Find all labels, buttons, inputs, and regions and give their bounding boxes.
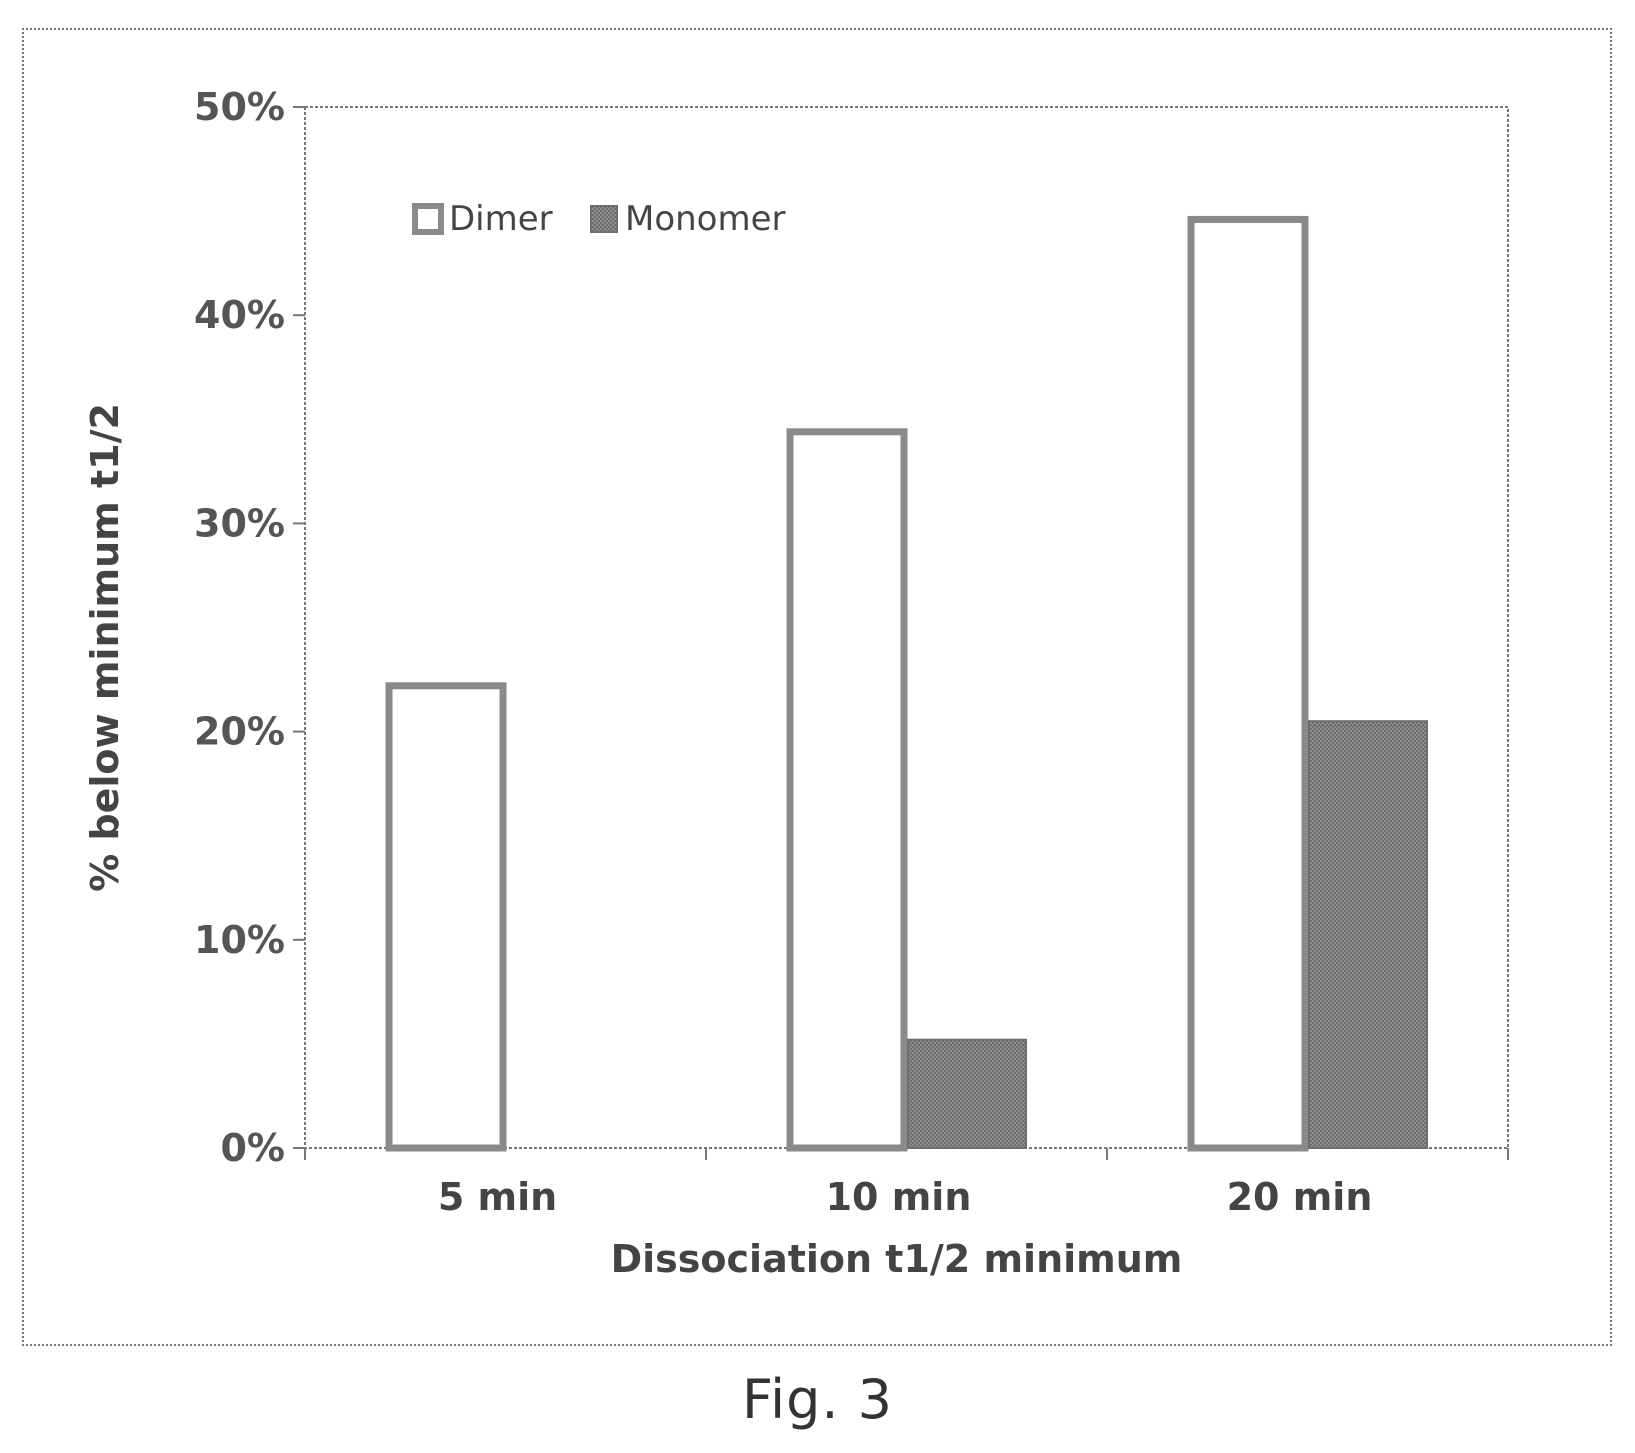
bar-chart: 0% 10% 20% 30% 40% 50% 5 min 10 min 20 min Dime… [83, 85, 1509, 1281]
y-axis: 0% 10% 20% 30% 40% 50% [194, 85, 305, 1170]
x-axis: 5 min 10 min 20 min [304, 1148, 1509, 1219]
dimer-bar [385, 682, 507, 1152]
x-category-label: 5 min [438, 1175, 557, 1219]
chart-frame [22, 28, 1612, 1346]
legend-label-monomer: Monomer [625, 199, 786, 239]
x-category-label: 20 min [1227, 1175, 1373, 1219]
y-tick-label: 30% [194, 501, 285, 545]
legend-swatch-dimer [412, 203, 444, 235]
y-tick-label: 0% [220, 1126, 285, 1170]
figure-caption: Fig. 3 [741, 1368, 894, 1431]
dimer-bar [786, 428, 908, 1152]
dimer-bar [1187, 215, 1309, 1152]
legend-swatch-monomer [590, 205, 618, 233]
legend: Dimer Monomer [412, 199, 786, 239]
y-axis-title: % below minimum t1/2 [83, 403, 127, 892]
y-tick-label: 50% [194, 85, 285, 129]
y-tick-label: 40% [194, 293, 285, 337]
y-tick-label: 10% [194, 918, 285, 962]
monomer-bar [907, 1038, 1027, 1149]
legend-label-dimer: Dimer [449, 199, 553, 239]
bars-group [385, 215, 1428, 1152]
monomer-bar [1308, 720, 1428, 1149]
x-category-label: 10 min [826, 1175, 972, 1219]
x-axis-title: Dissociation t1/2 minimum [611, 1237, 1183, 1281]
y-tick-label: 20% [194, 710, 285, 754]
